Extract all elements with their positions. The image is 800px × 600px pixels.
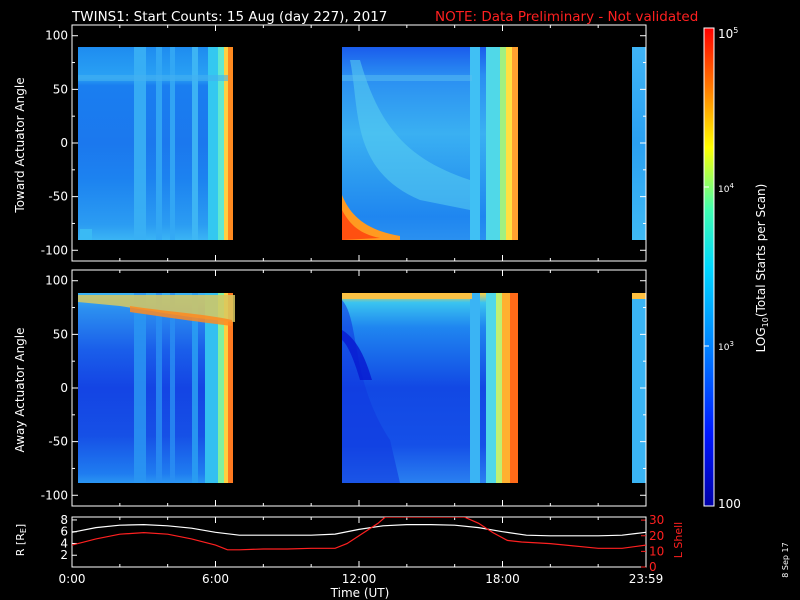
colorbar-label: LOG10(Total Starts per Scan) <box>754 184 770 353</box>
away-ytick-label: -50 <box>48 435 68 449</box>
toward-ytick-label: -50 <box>48 190 68 204</box>
lshell-ytick-label: 0 <box>649 560 657 574</box>
toward-ytick-label: 0 <box>60 136 68 150</box>
chart-title: TWINS1: Start Counts: 15 Aug (day 227), … <box>71 9 387 25</box>
away-ytick-label: 0 <box>60 381 68 395</box>
colorbar-tick-100: 100 <box>718 497 741 511</box>
line-series-layer <box>72 517 646 551</box>
r-ytick-label: 2 <box>60 548 68 562</box>
away-data-block-3 <box>632 293 646 483</box>
x-tick-label: 12:00 <box>342 572 377 586</box>
toward-ytick-label: 50 <box>53 82 68 96</box>
toward-heatmap <box>78 47 646 240</box>
lshell-ytick-label: 10 <box>649 544 664 558</box>
away-ytick-label: 100 <box>45 274 68 288</box>
date-stamp: 8 Sep 17 <box>781 542 790 577</box>
toward-data-block-3 <box>632 47 646 240</box>
x-tick-label: 0:00 <box>59 572 86 586</box>
r-ytick-label: 4 <box>60 536 68 550</box>
x-tick-label: 18:00 <box>485 572 520 586</box>
colorbar: 105 104 103 100 LOG10(Total Starts per S… <box>703 26 770 511</box>
r-ytick-label: 8 <box>60 513 68 527</box>
series-line-r <box>72 523 646 537</box>
toward-ytick-label: -100 <box>41 243 68 257</box>
colorbar-bar <box>703 27 715 507</box>
away-ytick-label: 50 <box>53 327 68 341</box>
away-heatmap <box>78 293 646 483</box>
toward-ylabel: Toward Actuator Angle <box>13 77 27 213</box>
x-tick-label: 6:00 <box>202 572 229 586</box>
away-ytick-label: -100 <box>41 488 68 502</box>
colorbar-tick-1e4: 104 <box>718 182 734 195</box>
x-axis-title: Time (UT) <box>330 586 390 600</box>
away-ylabel: Away Actuator Angle <box>13 327 27 452</box>
lshell-ytick-label: 20 <box>649 529 664 543</box>
lshell-axis-label: L Shell <box>672 522 685 558</box>
r-axis-label: R [RE] <box>14 524 28 556</box>
orbit-panel-frame <box>71 516 647 568</box>
colorbar-tick-1e5: 105 <box>718 26 738 41</box>
r-ytick-label: 6 <box>60 525 68 539</box>
toward-ytick-label: 100 <box>45 29 68 43</box>
colorbar-tick-1e3: 103 <box>718 340 734 353</box>
x-tick-label: 23:59 <box>629 572 664 586</box>
chart-note: NOTE: Data Preliminary - Not validated <box>435 9 698 25</box>
series-line-l <box>72 517 646 551</box>
lshell-ytick-label: 30 <box>649 513 664 527</box>
